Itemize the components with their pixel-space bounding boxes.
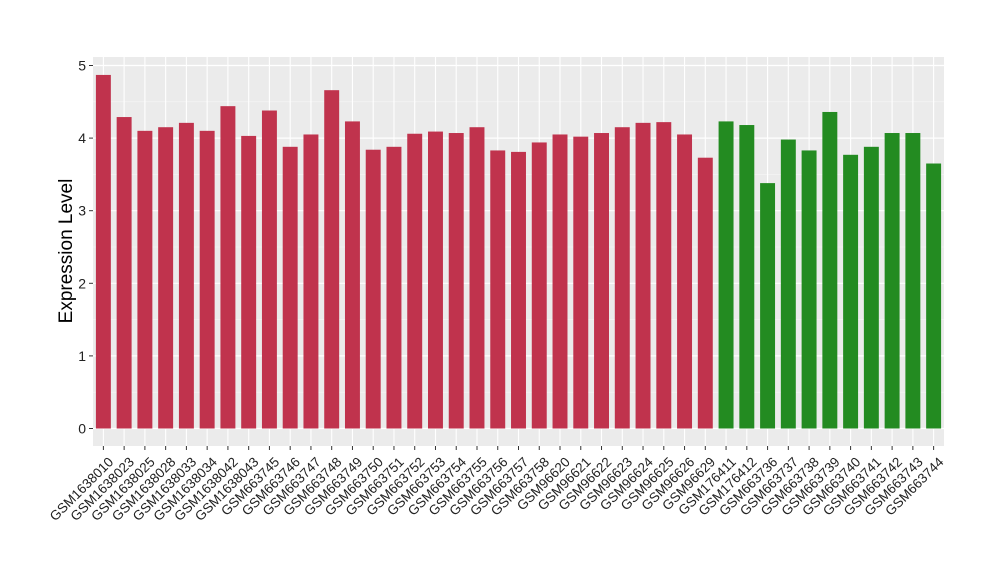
bar-GSM663741 [863, 146, 879, 429]
bar-GSM663740 [843, 154, 859, 429]
bar-GSM663748 [324, 90, 340, 429]
y-tick-label: 1 [78, 348, 86, 364]
bar-GSM663738 [801, 150, 817, 429]
bar-GSM1638025 [137, 130, 153, 429]
bar-GSM663750 [365, 149, 381, 429]
bar-GSM663756 [490, 150, 506, 429]
bar-GSM663751 [386, 146, 402, 429]
bar-GSM663742 [884, 133, 900, 429]
y-axis-title: Expression Level [56, 179, 77, 324]
y-tick-label: 2 [78, 275, 86, 291]
bar-GSM1638042 [220, 106, 236, 429]
bar-GSM663754 [448, 133, 464, 429]
bar-GSM663758 [531, 142, 547, 429]
bar-GSM663745 [261, 110, 277, 429]
bar-GSM663746 [282, 146, 298, 429]
y-tick-label: 4 [78, 130, 86, 146]
bar-GSM663753 [428, 131, 443, 429]
bar-GSM96622 [594, 133, 609, 429]
bar-GSM96623 [614, 127, 630, 429]
bar-GSM1638043 [241, 135, 257, 429]
y-tick-label: 0 [78, 421, 86, 437]
bar-GSM663749 [344, 121, 360, 429]
bar-GSM1638033 [178, 122, 194, 429]
y-tick-label: 5 [78, 58, 86, 74]
bar-GSM96621 [573, 136, 589, 429]
bar-GSM96620 [552, 134, 568, 429]
bar-GSM1638034 [199, 130, 215, 429]
bar-GSM663737 [780, 139, 796, 429]
bar-GSM96629 [697, 157, 713, 429]
bar-GSM663744 [926, 163, 942, 429]
bar-GSM176412 [739, 125, 755, 429]
y-axis: 0 1 2 3 4 5 [78, 58, 93, 437]
x-axis: GSM1638010GSM1638023GSM1638025GSM1638028… [47, 446, 947, 524]
y-tick-label: 3 [78, 203, 86, 219]
bar-GSM663752 [407, 133, 423, 429]
bar-GSM1638028 [158, 127, 174, 429]
bar-GSM663757 [511, 151, 526, 429]
bar-GSM1638023 [116, 117, 132, 429]
bar-GSM663736 [760, 183, 776, 429]
bars [95, 74, 942, 429]
bar-GSM1638010 [95, 74, 111, 429]
bar-GSM663747 [303, 134, 319, 429]
bar-GSM96626 [677, 134, 693, 429]
bar-GSM176411 [718, 121, 734, 429]
bar-GSM663743 [905, 133, 921, 429]
bar-GSM663739 [822, 111, 838, 429]
bar-GSM663755 [469, 127, 485, 429]
bar-GSM96624 [635, 122, 651, 429]
bar-GSM96625 [656, 122, 672, 429]
